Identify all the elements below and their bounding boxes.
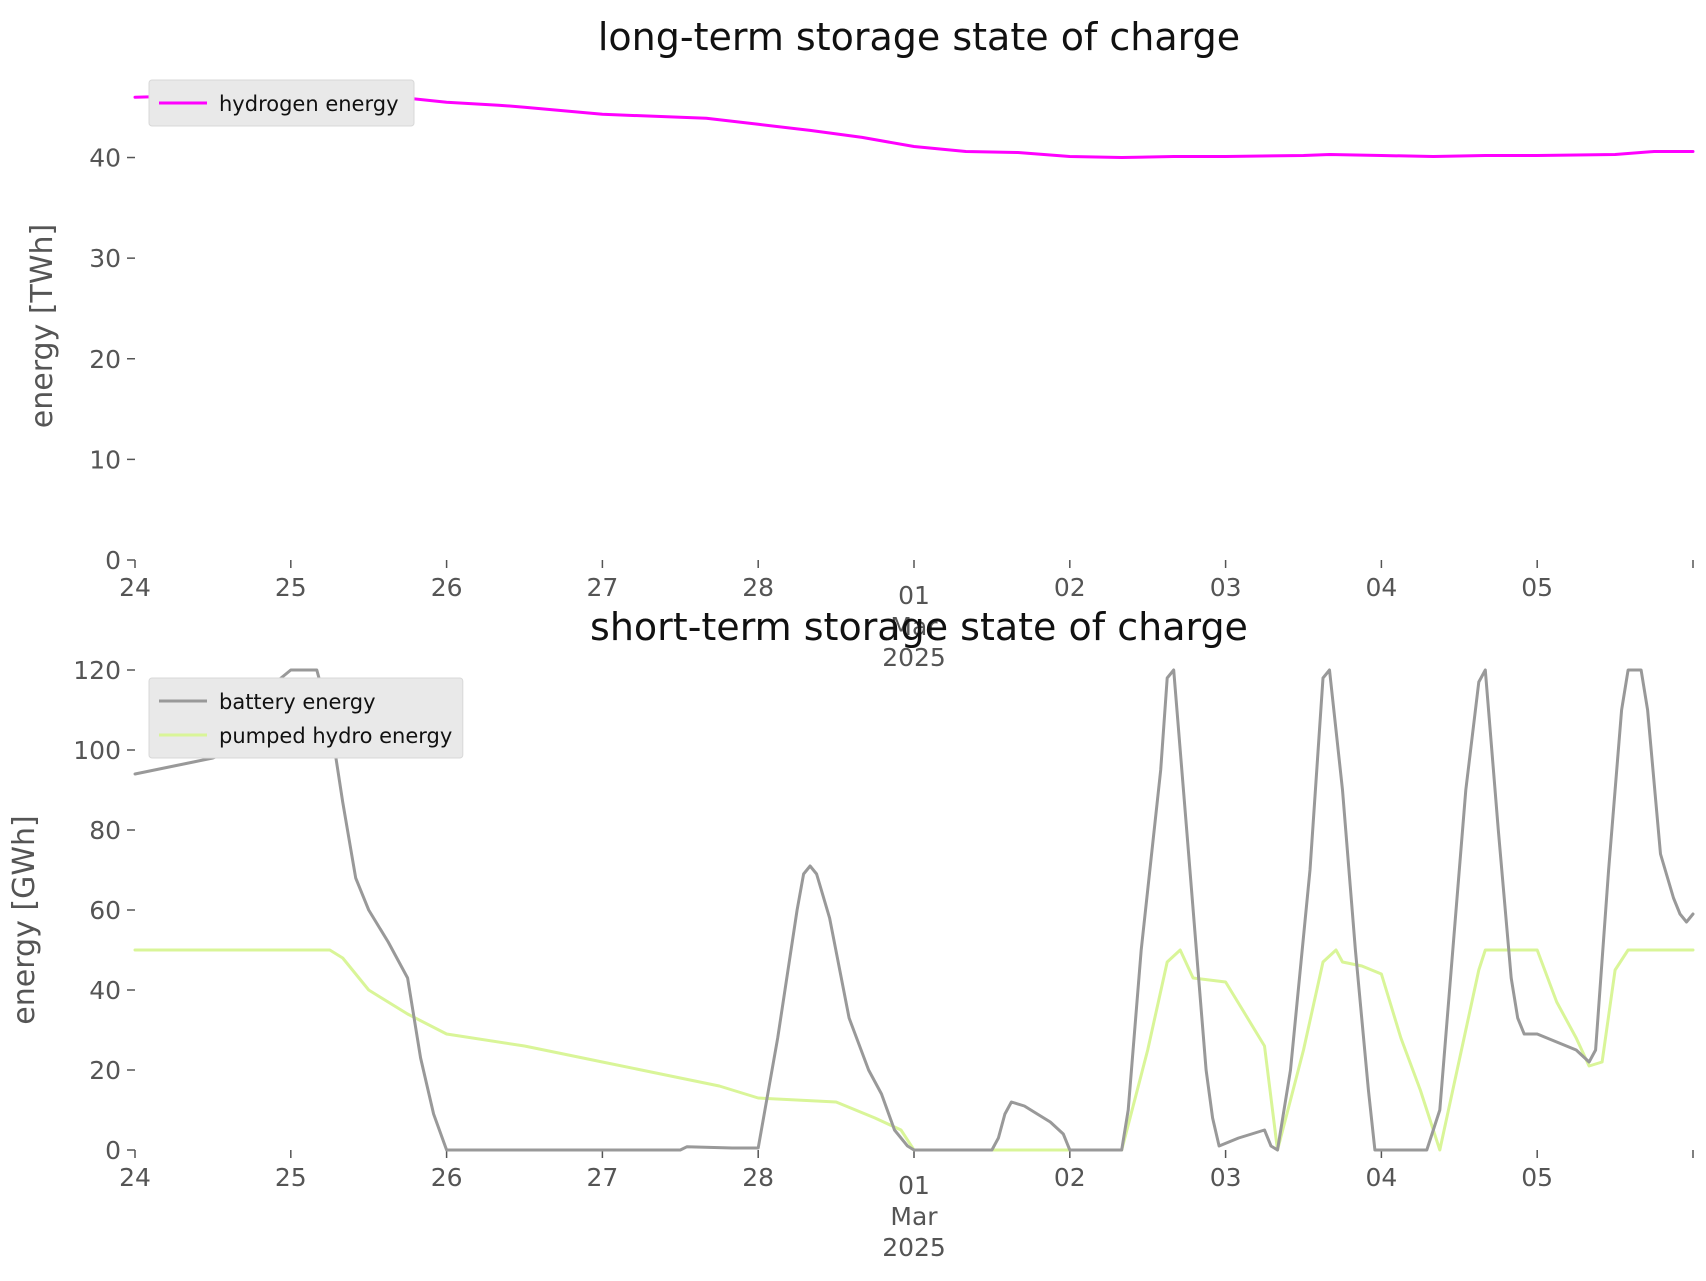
x-tick-month-label: Mar [890,1202,938,1231]
legend-label-battery-energy: battery energy [219,690,376,714]
y-tick-label: 20 [89,345,121,374]
x-tick-month-label: Mar [890,612,938,641]
x-tick-label: 04 [1365,1163,1397,1192]
chart-title: short-term storage state of charge [590,605,1248,649]
x-tick-label: 03 [1210,573,1242,602]
x-tick-label: 27 [586,1163,618,1192]
y-tick-label: 100 [73,736,121,765]
x-tick-label: 26 [431,573,463,602]
y-tick-label: 0 [105,1136,121,1165]
chart-title: long-term storage state of charge [598,15,1240,59]
x-tick-label: 05 [1521,1163,1553,1192]
x-tick-label: 02 [1054,573,1086,602]
y-tick-label: 120 [73,656,121,685]
panel-short-term: short-term storage state of charge energy… [7,605,1695,1262]
y-tick-label: 40 [89,144,121,173]
x-tick-label: 24 [119,1163,151,1192]
x-tick-label: 25 [275,573,307,602]
x-tick-label: 24 [119,573,151,602]
x-tick-label: 28 [742,1163,774,1192]
x-tick-label: 02 [1054,1163,1086,1192]
x-tick-label: 01 [898,1171,930,1200]
y-axis-label: energy [GWh] [7,815,42,1024]
x-tick-year-label: 2025 [882,1233,946,1262]
series-group [133,668,1695,1152]
legend-label-pumped-hydro-energy: pumped hydro energy [219,724,452,748]
y-tick-label: 40 [89,976,121,1005]
legend-label-hydrogen-energy: hydrogen energy [219,92,399,116]
y-tick-label: 0 [105,546,121,575]
series-line-battery-energy [133,668,1695,1152]
legend-box [148,79,415,127]
x-tick-label: 25 [275,1163,307,1192]
x-tick-label: 04 [1365,573,1397,602]
y-tick-label: 30 [89,244,121,273]
x-tick-year-label: 2025 [882,643,946,672]
x-tick-label: 05 [1521,573,1553,602]
series-group [133,91,1695,159]
x-tick-label: 26 [431,1163,463,1192]
x-tick-label: 01 [898,581,930,610]
y-tick-label: 20 [89,1056,121,1085]
panel-long-term: long-term storage state of charge energy … [25,15,1695,672]
series-line-pumped-hydro-energy [133,948,1695,1152]
y-tick-label: 80 [89,816,121,845]
x-tick-label: 03 [1210,1163,1242,1192]
y-tick-label: 10 [89,445,121,474]
legend: hydrogen energy [148,79,415,127]
series-line-hydrogen-energy [133,91,1695,159]
legend-box [148,677,464,759]
y-tick-label: 60 [89,896,121,925]
x-tick-label: 27 [586,573,618,602]
legend: battery energy pumped hydro energy [148,677,464,759]
x-tick-label: 28 [742,573,774,602]
y-axis-label: energy [TWh] [25,224,60,428]
